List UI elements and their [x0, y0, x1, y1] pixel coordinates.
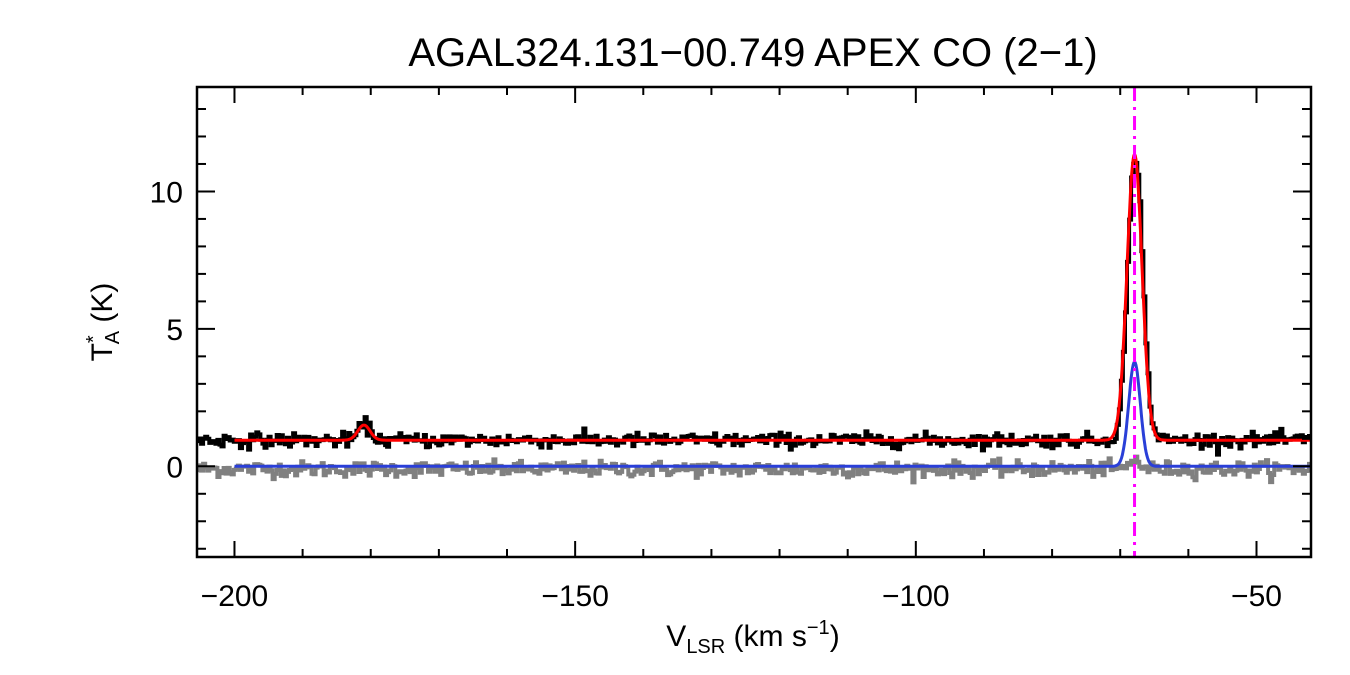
- y-tick-label: 10: [150, 176, 183, 209]
- chart-title: AGAL324.131−00.749 APEX CO (2−1): [408, 31, 1097, 75]
- x-tick-label: −200: [201, 580, 269, 613]
- x-tick-label: −50: [1231, 580, 1282, 613]
- y-tick-label: 5: [166, 314, 183, 347]
- observed-spectrum-line: [197, 160, 1311, 457]
- gaussian-fit-line: [234, 151, 1311, 442]
- x-tick-label: −150: [541, 580, 609, 613]
- y-axis-label: T*A (K): [83, 283, 124, 362]
- y-tick-label: 0: [166, 451, 183, 484]
- residual-spectrum-line: [197, 454, 1311, 485]
- gaussian-component-line: [234, 359, 1311, 468]
- x-tick-label: −100: [882, 580, 950, 613]
- plot-frame: [195, 85, 1313, 559]
- plot-area: −200 −150 −100 −50 0 5 10: [150, 85, 1313, 613]
- x-axis-label: VLSR (km s−1): [666, 617, 839, 658]
